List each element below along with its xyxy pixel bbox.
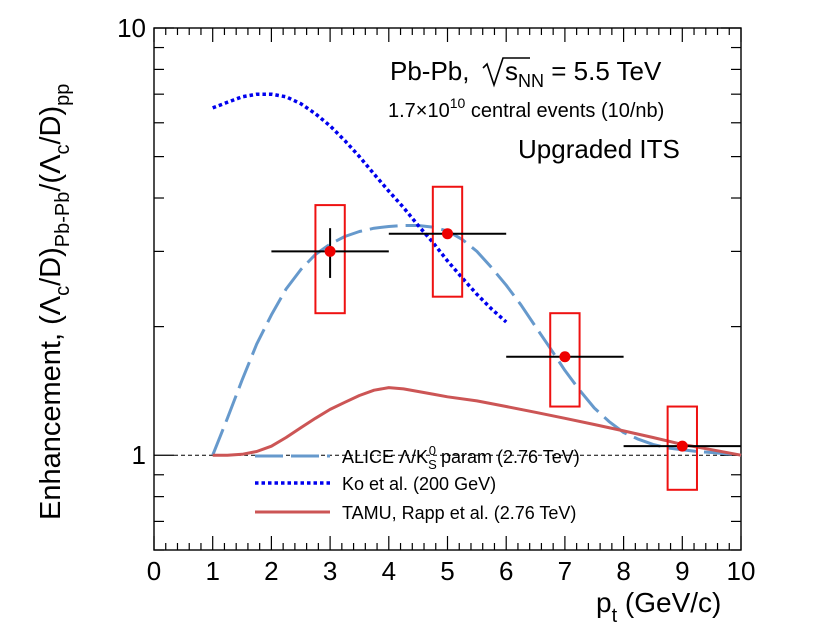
x-tick-label: 6: [499, 556, 513, 586]
axis-ticks: [153, 27, 742, 551]
curve-series-1: [212, 92, 508, 324]
x-tick-label: 9: [675, 556, 689, 586]
sys-error-box: [431, 185, 464, 298]
data-marker: [324, 245, 336, 257]
y-tick-label: 10: [117, 13, 146, 43]
sqrt-s-sub: NN: [518, 71, 544, 91]
model-curves: [211, 92, 742, 457]
curve-series-0: [211, 224, 742, 457]
data-point-2: [506, 312, 624, 408]
sys-error-box: [666, 405, 698, 491]
x-tick-label: 0: [147, 556, 161, 586]
data-point-1: [388, 185, 507, 298]
system-text: Pb-Pb,: [390, 56, 470, 86]
y-axis-label: Enhancement, (Λc/D)Pb-Pb/(Λc/D)pp: [35, 84, 74, 520]
x-tick-label: 8: [616, 556, 630, 586]
annotation-events: 1.7×1010 central events (10/nb): [388, 95, 664, 122]
x-tick-label: 1: [205, 556, 219, 586]
data-point-0: [271, 204, 389, 315]
x-tick-label: 4: [382, 556, 396, 586]
y-tick-labels: 1 10: [117, 13, 146, 470]
x-tick-label: 7: [558, 556, 572, 586]
data-points: [271, 185, 741, 491]
data-marker: [442, 228, 453, 240]
y-tick-label: 1: [132, 440, 146, 470]
data-marker: [676, 440, 688, 452]
sqrt-s-text: s: [505, 56, 518, 86]
sys-error-box: [314, 204, 346, 315]
legend: ALICE Λ/KS0 param (2.76 TeV) Ko et al. (…: [255, 443, 580, 523]
legend-label-alice: ALICE Λ/KS0 param (2.76 TeV): [342, 443, 580, 472]
svg-text:sNN = 5.5 TeV: sNN = 5.5 TeV: [505, 56, 662, 91]
x-tick-label: 3: [323, 556, 337, 586]
x-tick-label: 5: [440, 556, 454, 586]
x-axis-label: pt (GeV/c): [596, 587, 721, 627]
legend-label-tamu: TAMU, Rapp et al. (2.76 TeV): [342, 503, 576, 523]
legend-label-ko: Ko et al. (200 GeV): [342, 474, 496, 494]
data-marker: [559, 351, 571, 363]
x-tick-label: 10: [727, 556, 756, 586]
sys-error-box: [549, 312, 581, 408]
annotation-system: Pb-Pb, sNN = 5.5 TeV: [390, 56, 662, 91]
x-tick-labels: 0 1 2 3 4 5 6 7 8 9 10: [147, 556, 756, 586]
x-tick-label: 2: [264, 556, 278, 586]
data-point-3: [623, 405, 741, 491]
energy-text: = 5.5 TeV: [544, 56, 662, 86]
annotation-detector: Upgraded ITS: [518, 134, 680, 164]
curve-series-2: [212, 386, 742, 457]
sqrt-symbol: [482, 57, 530, 88]
svg-text:Pb-Pb,: Pb-Pb,: [390, 56, 470, 86]
